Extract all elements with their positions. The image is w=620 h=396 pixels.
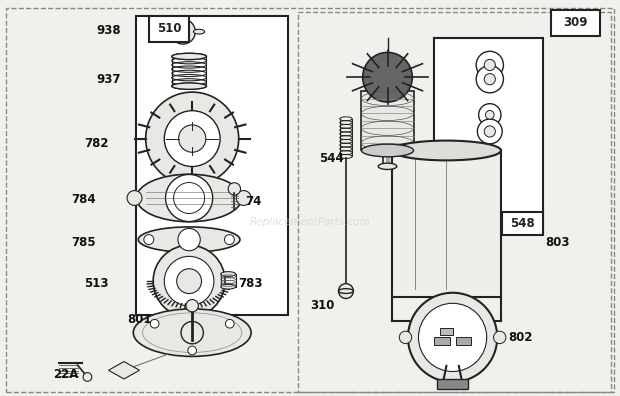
Text: 548: 548	[510, 217, 534, 230]
Ellipse shape	[339, 284, 353, 299]
Ellipse shape	[484, 74, 495, 85]
Ellipse shape	[476, 51, 503, 78]
Ellipse shape	[150, 320, 159, 328]
Ellipse shape	[418, 303, 487, 371]
Bar	[437, 379, 468, 389]
Ellipse shape	[83, 373, 92, 381]
Ellipse shape	[485, 110, 494, 119]
Ellipse shape	[226, 320, 234, 328]
Ellipse shape	[193, 29, 205, 34]
Ellipse shape	[181, 322, 203, 344]
Text: 309: 309	[563, 17, 588, 29]
Ellipse shape	[172, 83, 206, 89]
Bar	[456, 337, 471, 345]
Ellipse shape	[144, 234, 154, 245]
Text: 510: 510	[157, 22, 181, 35]
Ellipse shape	[221, 272, 236, 276]
Ellipse shape	[363, 52, 412, 102]
Text: 803: 803	[546, 236, 570, 249]
Ellipse shape	[133, 309, 251, 356]
Ellipse shape	[179, 125, 206, 152]
Ellipse shape	[166, 175, 213, 221]
Text: 782: 782	[84, 137, 108, 150]
Ellipse shape	[146, 92, 239, 185]
Bar	[149, 16, 189, 42]
Text: 802: 802	[508, 331, 533, 344]
Text: 785: 785	[71, 236, 96, 249]
Bar	[502, 212, 542, 235]
Text: 74: 74	[245, 196, 261, 208]
Bar	[551, 10, 600, 36]
Bar	[434, 337, 450, 345]
Ellipse shape	[378, 163, 397, 169]
Ellipse shape	[153, 245, 225, 317]
Ellipse shape	[186, 299, 198, 312]
Ellipse shape	[188, 346, 197, 355]
Ellipse shape	[172, 53, 206, 60]
Ellipse shape	[177, 25, 189, 38]
Ellipse shape	[484, 126, 495, 137]
Ellipse shape	[408, 293, 497, 382]
Ellipse shape	[399, 331, 412, 344]
Text: 544: 544	[319, 152, 344, 165]
Bar	[361, 91, 414, 150]
Ellipse shape	[127, 190, 142, 206]
Ellipse shape	[392, 141, 501, 160]
Ellipse shape	[178, 228, 200, 251]
Ellipse shape	[477, 119, 502, 144]
Ellipse shape	[136, 174, 242, 222]
Bar	[440, 328, 453, 335]
Ellipse shape	[224, 234, 234, 245]
Text: 784: 784	[71, 193, 96, 206]
Ellipse shape	[484, 59, 495, 70]
Bar	[298, 12, 611, 392]
Bar	[434, 38, 542, 234]
Ellipse shape	[177, 269, 202, 293]
Text: 801: 801	[127, 314, 152, 326]
Bar	[136, 16, 288, 315]
Ellipse shape	[164, 111, 220, 166]
Ellipse shape	[164, 256, 214, 306]
Ellipse shape	[479, 104, 501, 126]
Polygon shape	[108, 362, 140, 379]
Text: 310: 310	[311, 299, 335, 312]
Ellipse shape	[361, 144, 414, 157]
Ellipse shape	[228, 183, 241, 195]
Ellipse shape	[221, 284, 236, 289]
Ellipse shape	[170, 19, 195, 44]
Bar	[392, 150, 501, 297]
Text: 513: 513	[84, 277, 108, 289]
Ellipse shape	[236, 190, 251, 206]
Ellipse shape	[476, 66, 503, 93]
Ellipse shape	[138, 227, 240, 252]
Text: 937: 937	[96, 73, 121, 86]
Ellipse shape	[339, 289, 353, 293]
Ellipse shape	[494, 331, 506, 344]
Text: 938: 938	[96, 24, 121, 37]
Text: ReplacementParts.com: ReplacementParts.com	[250, 217, 370, 227]
Text: 22A: 22A	[53, 368, 78, 381]
Text: 783: 783	[239, 277, 264, 289]
